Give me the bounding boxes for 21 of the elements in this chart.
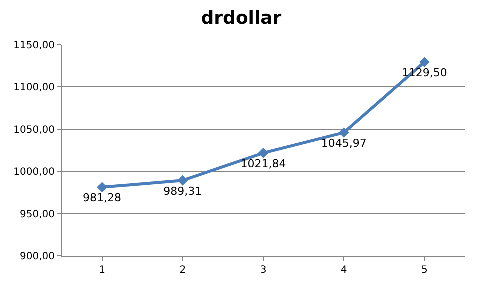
- x-tick-label: 2: [180, 265, 186, 276]
- chart-title: drdollar: [201, 8, 282, 30]
- point: [178, 175, 188, 186]
- point: [258, 148, 269, 158]
- x-tick-label: 5: [422, 265, 428, 276]
- y-tick-label: 1100,00: [14, 82, 55, 94]
- y-tick-label: 1050,00: [14, 124, 55, 136]
- data-label: 989,31: [164, 184, 202, 198]
- y-tick-label: 1150,00: [14, 40, 55, 52]
- point: [97, 182, 108, 193]
- data-label: 981,28: [83, 192, 122, 205]
- point: [338, 128, 350, 138]
- data-label: 1021,84: [240, 157, 286, 170]
- y-tick-label: 900,00: [20, 252, 55, 262]
- y-tick-label: 1000,00: [14, 167, 55, 178]
- data-label: 1045,97: [321, 137, 367, 150]
- x-tick-label: 3: [260, 265, 267, 276]
- x-tick-label: 1: [99, 265, 106, 276]
- y-tick-label: 950,00: [20, 209, 55, 220]
- point: [420, 57, 430, 68]
- x-tick-label: 4: [340, 265, 348, 276]
